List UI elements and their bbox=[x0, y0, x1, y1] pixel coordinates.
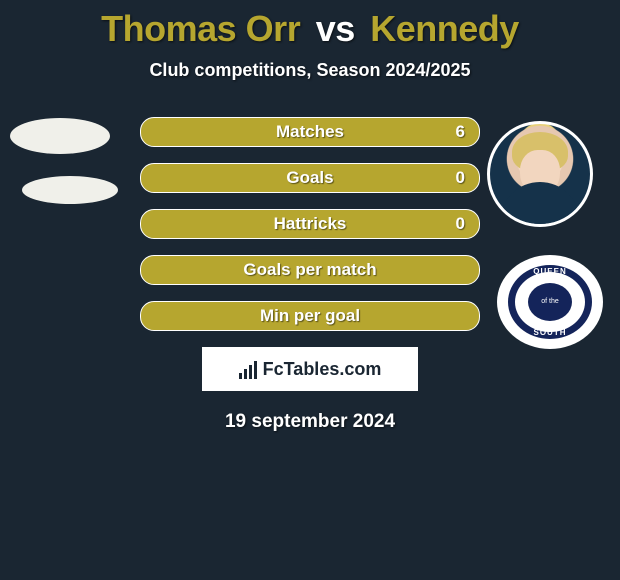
stat-label: Matches bbox=[276, 122, 344, 142]
stat-value: 0 bbox=[456, 168, 465, 188]
stat-value: 6 bbox=[456, 122, 465, 142]
stat-bar-hattricks: Hattricks 0 bbox=[140, 209, 480, 239]
crest-text-bottom: SOUTH bbox=[534, 328, 567, 337]
stat-label: Hattricks bbox=[274, 214, 347, 234]
stat-bar-matches: Matches 6 bbox=[140, 117, 480, 147]
crest-ring: QUEEN of the SOUTH bbox=[508, 265, 592, 339]
stat-label: Goals per match bbox=[243, 260, 376, 280]
crest-text-top: QUEEN bbox=[533, 267, 566, 276]
subtitle: Club competitions, Season 2024/2025 bbox=[0, 60, 620, 81]
brand-icon bbox=[239, 359, 257, 379]
player2-avatar bbox=[490, 124, 590, 224]
stat-value: 0 bbox=[456, 214, 465, 234]
comparison-title: Thomas Orr vs Kennedy bbox=[0, 0, 620, 50]
brand-box: FcTables.com bbox=[202, 347, 418, 391]
player1-crest-placeholder bbox=[22, 176, 118, 204]
player1-name: Thomas Orr bbox=[101, 8, 300, 49]
stat-bar-goals: Goals 0 bbox=[140, 163, 480, 193]
snapshot-date: 19 september 2024 bbox=[0, 411, 620, 433]
player2-name: Kennedy bbox=[370, 8, 519, 49]
stat-bar-goals-per-match: Goals per match bbox=[140, 255, 480, 285]
stat-label: Min per goal bbox=[260, 306, 360, 326]
stat-label: Goals bbox=[286, 168, 333, 188]
player1-avatar-placeholder bbox=[10, 118, 110, 154]
avatar-face bbox=[520, 150, 560, 196]
stat-bar-min-per-goal: Min per goal bbox=[140, 301, 480, 331]
brand-text: FcTables.com bbox=[263, 359, 382, 380]
crest-inner: of the bbox=[528, 283, 572, 321]
player2-club-crest: QUEEN of the SOUTH bbox=[500, 258, 600, 346]
vs-text: vs bbox=[316, 8, 355, 49]
